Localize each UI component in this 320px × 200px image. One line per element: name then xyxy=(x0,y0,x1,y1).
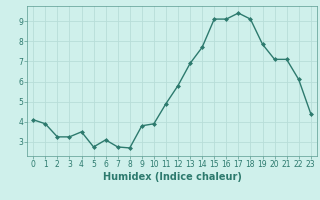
X-axis label: Humidex (Indice chaleur): Humidex (Indice chaleur) xyxy=(103,172,241,182)
